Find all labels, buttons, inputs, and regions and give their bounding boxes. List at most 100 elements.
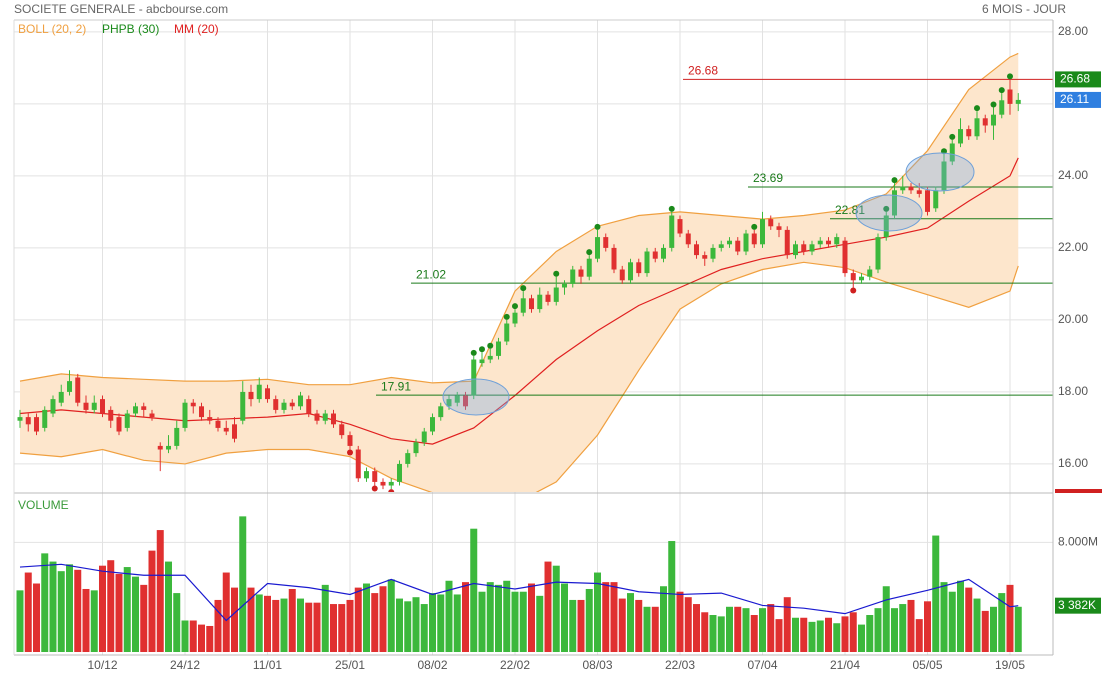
candle-body xyxy=(809,244,815,252)
pivot-high xyxy=(998,87,1005,94)
volume-bar xyxy=(57,571,65,652)
candle-body xyxy=(636,262,642,274)
candle-body xyxy=(281,402,287,410)
candle-body xyxy=(867,269,873,277)
volume-bar xyxy=(841,616,849,652)
volume-bar xyxy=(387,579,395,652)
candle-body xyxy=(314,413,320,421)
candle-body xyxy=(743,233,749,252)
volume-bar xyxy=(973,598,981,652)
candle-body xyxy=(529,298,534,310)
volume-bar xyxy=(866,615,874,652)
volume-bar xyxy=(148,550,156,652)
price-label: 26.11 xyxy=(1060,92,1089,106)
candle-body xyxy=(182,402,188,428)
level-label: 21.02 xyxy=(416,267,446,281)
pivot-high xyxy=(553,270,560,277)
band-fill xyxy=(20,53,1019,492)
level-label: 26.68 xyxy=(688,64,718,78)
volume-bar xyxy=(990,606,997,652)
volume-bar xyxy=(767,604,775,652)
pivot-high xyxy=(751,223,758,230)
volume-bar xyxy=(82,588,90,652)
candle-body xyxy=(900,186,906,191)
volume-bar xyxy=(24,572,32,652)
candle-body xyxy=(141,406,147,410)
candle-body xyxy=(240,391,246,421)
volume-bar xyxy=(552,565,560,652)
volume-bar xyxy=(264,595,271,652)
candle-body xyxy=(34,417,39,432)
volume-bar xyxy=(107,560,115,652)
candle-body xyxy=(966,129,972,137)
volume-bar xyxy=(709,615,717,652)
volume-bar xyxy=(272,599,280,652)
volume-bar xyxy=(74,569,82,652)
candle-body xyxy=(916,190,922,194)
volume-bar xyxy=(627,593,634,652)
volume-bar xyxy=(346,599,354,652)
candle-body xyxy=(75,377,81,403)
price-label-box xyxy=(1055,91,1101,108)
candle-body xyxy=(421,431,427,443)
volume-bar xyxy=(536,595,544,652)
candle-body xyxy=(578,269,584,277)
volume-bar xyxy=(701,612,709,652)
candle-body xyxy=(661,247,666,259)
candle-body xyxy=(454,395,460,403)
volume-panel xyxy=(16,516,1022,652)
pivot-high xyxy=(512,303,518,310)
candle-body xyxy=(124,413,130,428)
pivot-high xyxy=(990,101,997,108)
volume-bar xyxy=(181,620,189,652)
volume-bar xyxy=(618,598,626,652)
volume-label-box xyxy=(1055,597,1101,614)
candle-body xyxy=(801,244,807,252)
volume-bar xyxy=(165,561,172,652)
volume-bar xyxy=(783,597,791,652)
volume-bar xyxy=(742,608,750,652)
volume-bar xyxy=(660,586,667,652)
x-tick-label: 07/04 xyxy=(747,658,777,672)
volume-bar xyxy=(231,587,238,652)
candle-body xyxy=(718,244,724,248)
volume-bar xyxy=(123,567,131,652)
pivot-high xyxy=(974,105,980,112)
x-tick-label: 21/04 xyxy=(830,658,860,672)
volume-bar xyxy=(693,604,700,652)
pivot-high xyxy=(479,346,485,353)
volume-bar xyxy=(957,580,964,652)
candle-body xyxy=(17,417,23,421)
candle-body xyxy=(446,399,452,407)
level-label: 23.69 xyxy=(753,171,783,185)
volume-bar xyxy=(858,624,865,652)
candle-body xyxy=(166,445,171,450)
volume-bar xyxy=(313,602,321,652)
candle-body xyxy=(157,445,163,450)
candle-body xyxy=(256,384,262,400)
period-label: 6 MOIS - JOUR xyxy=(982,2,1066,16)
candle-body xyxy=(25,417,31,425)
pivot-high xyxy=(891,177,898,184)
volume-bar xyxy=(338,604,346,652)
volume-bar xyxy=(849,612,857,652)
candle-body xyxy=(149,413,155,418)
volume-bar xyxy=(676,591,684,652)
breakout-ellipse xyxy=(905,152,975,192)
candle-body xyxy=(133,406,138,414)
candle-body xyxy=(570,269,576,284)
volume-bar xyxy=(396,598,403,652)
candle-body xyxy=(644,251,650,274)
x-tick-label: 05/05 xyxy=(912,658,942,672)
legend-item: MM (20) xyxy=(174,22,219,36)
volume-bar xyxy=(734,606,742,652)
volume-bar xyxy=(495,584,502,652)
volume-bar xyxy=(437,594,445,652)
candle-body xyxy=(677,219,683,234)
candle-body xyxy=(174,427,180,446)
pivot-high xyxy=(586,249,593,256)
volume-bar xyxy=(132,576,139,652)
volume-bar xyxy=(792,617,799,652)
candle-body xyxy=(603,237,609,248)
